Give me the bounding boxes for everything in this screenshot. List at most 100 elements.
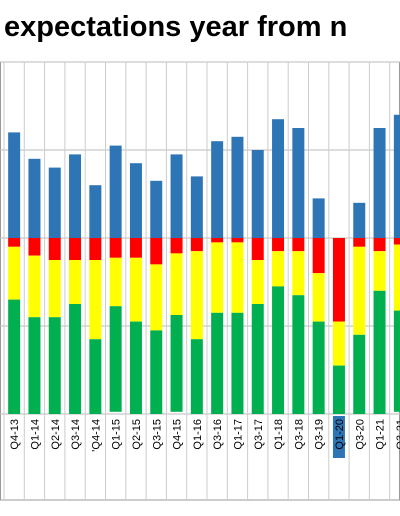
bar-segment [393, 114, 400, 238]
bar-segment [332, 321, 345, 366]
bar-segment [272, 251, 285, 287]
bar-segment [170, 238, 183, 254]
bar-segment [231, 312, 244, 414]
x-tick-label: Q1-21 [375, 419, 387, 450]
bar-segment [48, 167, 61, 238]
bar-segment [150, 180, 163, 238]
bar-segment [69, 154, 82, 238]
x-tick-label: Q1-17 [232, 419, 244, 450]
bar-segment [353, 334, 366, 414]
bar-segment [272, 286, 285, 414]
bar-segment [312, 198, 325, 238]
bar-segment [8, 299, 21, 414]
bar-segment [251, 238, 264, 260]
bar-segment [292, 295, 305, 414]
x-tick-label: Q3-21 [395, 419, 400, 450]
bar-segment [89, 260, 102, 340]
bar-segment [251, 150, 264, 238]
bar-segment [292, 128, 305, 238]
bar-segment [251, 304, 264, 414]
x-tick-label: Q2-14 [50, 419, 62, 450]
bar-segment [393, 238, 400, 245]
x-tick-label: Q3-14 [70, 419, 82, 450]
bar-segment [109, 145, 122, 238]
bar-segment [150, 238, 163, 265]
bar-segment [170, 253, 183, 315]
bar-segment [373, 128, 386, 238]
bar-segment [28, 238, 41, 256]
bar-segment [129, 238, 142, 258]
bar-segment [170, 154, 183, 238]
x-tick-label: Q2-15 [131, 419, 143, 450]
bar-segment [129, 163, 142, 238]
bar-segment [373, 251, 386, 291]
bar-segment [292, 251, 305, 296]
x-tick-label: Q4-15 [172, 419, 184, 450]
bar-segment [312, 238, 325, 274]
x-tick-label: Q1-15 [111, 419, 123, 450]
bar-segment [69, 304, 82, 414]
bar-segment [292, 238, 305, 252]
bar-segment [211, 238, 224, 243]
bar-segment [129, 257, 142, 322]
bar-segment [48, 260, 61, 318]
chart-title: expectations year from n [4, 11, 347, 43]
x-tick-label: Q1-16 [192, 419, 204, 450]
bar-segment [251, 260, 264, 304]
x-tick-label: Q1-18 [273, 419, 285, 450]
bar-segment [109, 238, 122, 258]
bar-segment [89, 185, 102, 238]
x-tick-label: Q3-18 [293, 419, 305, 450]
bar-segment [332, 238, 345, 322]
bar-segment [48, 238, 61, 260]
bar-segment [69, 238, 82, 260]
bar-segment [150, 264, 163, 331]
bar-segment [190, 339, 203, 414]
bar-segment [150, 330, 163, 414]
bar-segment [129, 321, 142, 414]
bar-segment [373, 290, 386, 414]
bar-segment [8, 132, 21, 238]
bar-segment [353, 246, 366, 335]
bar-segment [190, 176, 203, 238]
bar-segment [373, 238, 386, 252]
x-tick-label: Q1-14 [29, 419, 41, 450]
bar-segment [8, 246, 21, 300]
bar-segment [211, 312, 224, 414]
x-tick-label: Q1-20 [334, 419, 346, 450]
bar-segment [393, 244, 400, 311]
bar-segment [89, 238, 102, 260]
x-tick-label: Q4-13 [9, 419, 21, 450]
bar-segment [89, 339, 102, 414]
bar-segment [109, 257, 122, 307]
bar-segment [48, 317, 61, 414]
bar-segment [231, 242, 244, 313]
bar-segment [353, 202, 366, 238]
bar-segment [272, 238, 285, 252]
bar-segment [109, 306, 122, 412]
bar-segment [190, 251, 203, 340]
bar-segment [332, 365, 345, 414]
bar-segment [170, 315, 183, 412]
bar-segment [211, 141, 224, 238]
bar-segment [8, 238, 21, 247]
bar-segment [69, 260, 82, 304]
bar-segment [28, 158, 41, 238]
bar-segment [211, 242, 224, 313]
x-tick-label: Q3-15 [151, 419, 163, 450]
bar-segment [312, 321, 325, 414]
bar-segment [28, 317, 41, 414]
bar-segment [28, 255, 41, 318]
x-tick-label: 'Q4-14 [90, 419, 102, 452]
bar-segment [312, 273, 325, 322]
bar-segment [190, 238, 203, 252]
x-tick-label: Q3-16 [212, 419, 224, 450]
x-tick-label: Q3-19 [314, 419, 326, 450]
bar-segment [231, 238, 244, 243]
bar-segment [353, 238, 366, 247]
x-tick-label: Q3-17 [253, 419, 265, 450]
bar-segment [272, 119, 285, 238]
bar-segment [231, 136, 244, 238]
label-highlight [332, 416, 345, 458]
